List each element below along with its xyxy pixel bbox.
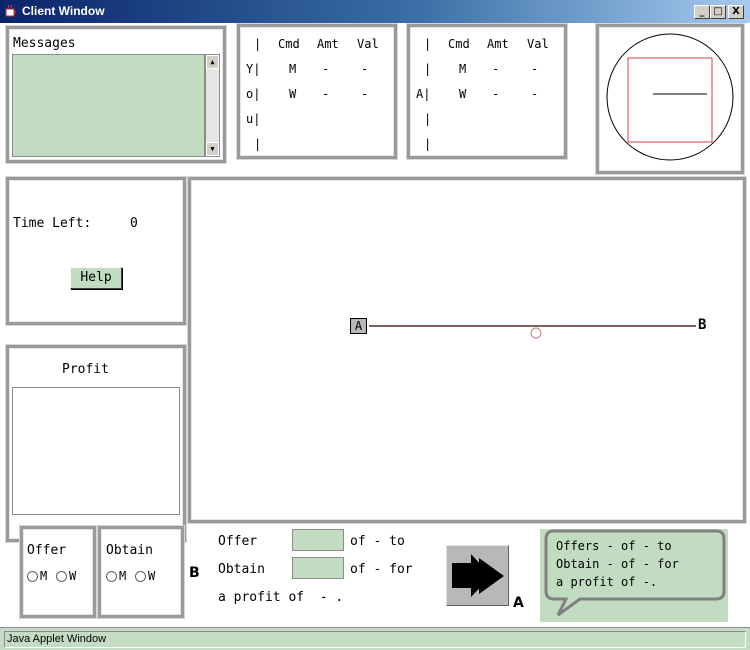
table-cell: | <box>424 112 432 126</box>
window-title: Client Window <box>22 4 105 18</box>
profit-line: a profit of - . <box>218 590 344 605</box>
offer-group: Offer M W <box>20 526 96 618</box>
position-marker-icon[interactable] <box>530 327 542 339</box>
ab-line-diagram <box>369 325 696 339</box>
table-cell: - <box>531 87 539 101</box>
offer-w-radio[interactable] <box>56 571 67 582</box>
table-cell: A| <box>416 87 431 101</box>
table-header-val: Val <box>527 37 549 51</box>
offer-w-label: W <box>69 569 77 583</box>
profit-label: Profit <box>62 362 109 377</box>
table-cell: | <box>424 62 432 76</box>
profit-area <box>12 387 180 515</box>
table-header-cmd: Cmd <box>278 37 300 51</box>
messages-area[interactable] <box>12 54 205 157</box>
indicator-diagram <box>606 33 734 161</box>
messages-panel: Messages ▲ ▼ <box>6 26 226 163</box>
table-header-val: Val <box>357 37 379 51</box>
table-cell: - <box>492 62 500 76</box>
your-orders-table: | Cmd Amt Val Y| M - - o| W - - u| | <box>237 24 397 159</box>
offer-m-label: M <box>40 569 48 583</box>
table-header: | <box>424 37 432 51</box>
title-bar: Client Window _ □ X <box>0 0 750 23</box>
table-cell: M <box>459 62 467 76</box>
offer-m-radio[interactable] <box>27 571 38 582</box>
others-orders-grid: | Cmd Amt Val | M - - A| W - - | | <box>410 27 564 156</box>
main-canvas: A B <box>188 177 746 523</box>
table-cell: M <box>289 62 297 76</box>
status-bar: Java Applet Window <box>0 627 750 650</box>
speech-line-1: Offers - of - to <box>556 539 672 553</box>
timer-panel: Time Left: 0 Help <box>6 177 186 325</box>
table-cell: - <box>322 87 330 101</box>
table-cell: W <box>459 87 467 101</box>
messages-label: Messages <box>13 36 76 51</box>
obtain-w-label: W <box>148 569 156 583</box>
obtain-amount-input[interactable] <box>292 557 344 579</box>
scroll-up-icon[interactable]: ▲ <box>206 55 219 69</box>
java-cup-icon <box>5 4 16 17</box>
scroll-down-icon[interactable]: ▼ <box>206 142 219 156</box>
obtain-w-radio[interactable] <box>135 571 146 582</box>
offer-suffix: of - to <box>350 534 405 549</box>
speech-bubble-icon <box>544 529 726 617</box>
profit-panel: Profit <box>6 345 186 542</box>
table-cell: - <box>492 87 500 101</box>
indicator-circle <box>606 33 734 161</box>
offer-group-label: Offer <box>27 543 67 558</box>
b-label: B <box>189 565 200 581</box>
table-header-cmd: Cmd <box>448 37 470 51</box>
table-cell: Y| <box>246 62 261 76</box>
table-header-amt: Amt <box>317 37 339 51</box>
close-button[interactable]: X <box>728 5 744 19</box>
table-cell: - <box>361 62 369 76</box>
others-orders-table: | Cmd Amt Val | M - - A| W - - | | <box>407 24 567 159</box>
table-cell: u| <box>246 112 261 126</box>
offer-amount-input[interactable] <box>292 529 344 551</box>
your-orders-grid: | Cmd Amt Val Y| M - - o| W - - u| | <box>240 27 394 156</box>
speech-line-3: a profit of -. <box>556 575 658 589</box>
time-left-label: Time Left: <box>13 216 92 231</box>
table-cell: - <box>322 62 330 76</box>
table-cell: - <box>531 62 539 76</box>
table-cell: | <box>254 137 262 151</box>
indicator-box <box>627 57 713 143</box>
point-b-label: B <box>698 317 707 333</box>
table-header-amt: Amt <box>487 37 509 51</box>
point-a-label[interactable]: A <box>350 318 367 334</box>
indicator-panel <box>596 24 744 174</box>
maximize-button[interactable]: □ <box>710 5 726 19</box>
table-cell: | <box>424 137 432 151</box>
table-cell: - <box>361 87 369 101</box>
table-cell: W <box>289 87 297 101</box>
status-text: Java Applet Window <box>4 631 746 648</box>
obtain-suffix: of - for <box>350 562 413 577</box>
client-area: Messages ▲ ▼ | Cmd Amt Val Y| M - - o| W… <box>0 23 750 627</box>
speech-bubble-bg: Offers - of - to Obtain - of - for a pro… <box>540 529 728 622</box>
obtain-m-label: M <box>119 569 127 583</box>
double-arrow-icon <box>452 554 504 597</box>
table-cell: o| <box>246 87 261 101</box>
obtain-label: Obtain <box>218 562 265 577</box>
table-header: | <box>254 37 262 51</box>
offer-label: Offer <box>218 534 258 549</box>
help-button[interactable]: Help <box>70 267 122 289</box>
minimize-button[interactable]: _ <box>694 5 710 19</box>
obtain-group-label: Obtain <box>106 543 153 558</box>
speech-line-2: Obtain - of - for <box>556 557 679 571</box>
a-label: A <box>513 595 524 611</box>
messages-scrollbar[interactable]: ▲ ▼ <box>205 54 220 157</box>
send-offer-button[interactable] <box>446 545 509 606</box>
obtain-group: Obtain M W <box>98 526 184 618</box>
obtain-m-radio[interactable] <box>106 571 117 582</box>
time-left-value: 0 <box>130 216 138 231</box>
